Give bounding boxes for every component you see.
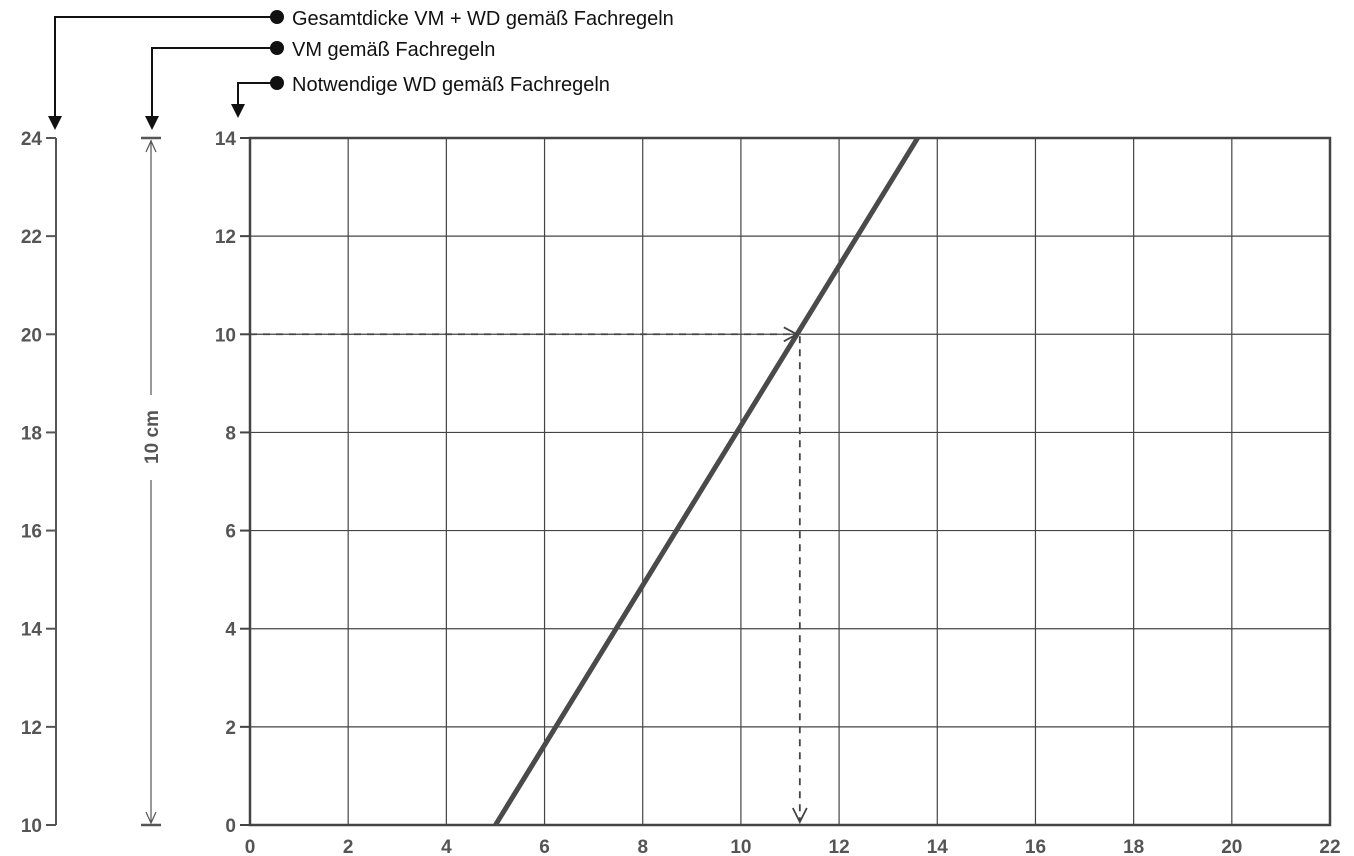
total-tick-label: 24 (21, 129, 43, 150)
x-tick-label: 20 (1221, 837, 1242, 856)
legend-label-vm: VM gemäß Fachregeln (292, 39, 495, 61)
x-tick-label: 4 (441, 837, 452, 856)
example-layer (250, 326, 808, 825)
x-tick-label: 0 (245, 837, 256, 856)
legend-connector-total (54, 16, 277, 118)
y-tick-label: 8 (225, 423, 236, 444)
vm-label: 10 cm (142, 410, 163, 464)
legend-dot-total (270, 10, 284, 24)
grid (250, 138, 1330, 825)
x-tick-label: 12 (829, 837, 850, 856)
total-tick-label: 18 (21, 423, 42, 444)
total-tick-label: 22 (21, 227, 42, 248)
x-axis-ticks: 0 2 4 6 8 10 12 14 16 18 20 22 (245, 837, 1341, 856)
total-tick-label: 20 (21, 325, 42, 346)
arrow-down-icon (145, 116, 159, 130)
x-tick-label: 22 (1319, 837, 1340, 856)
y-tick-label: 4 (225, 620, 236, 641)
legend-dot-vm (270, 41, 284, 55)
legend-label-wd: Notwendige WD gemäß Fachregeln (292, 74, 610, 96)
arrow-down-icon (145, 811, 157, 825)
total-axis-ticks: 10 12 14 16 18 20 22 24 (21, 129, 56, 837)
legend-connector-wd (237, 82, 277, 106)
x-tick-label: 14 (927, 837, 949, 856)
arrow-down-icon (792, 807, 808, 825)
plot-area: 0 2 4 6 8 10 12 14 0 2 4 6 8 10 12 14 16 18 20 22 (215, 129, 1341, 856)
total-tick-label: 16 (21, 522, 42, 543)
total-thickness-axis: 10 12 14 16 18 20 22 24 (21, 129, 57, 837)
arrow-up-icon (145, 139, 157, 153)
arrow-right-icon (783, 326, 799, 343)
y-tick-label: 10 (215, 325, 236, 346)
total-tick-label: 10 (21, 816, 42, 837)
x-tick-label: 2 (343, 837, 354, 856)
y-tick-label: 14 (215, 129, 237, 150)
y-axis-ticks: 0 2 4 6 8 10 12 14 (215, 129, 250, 837)
x-tick-label: 6 (539, 837, 550, 856)
legend-label-total: Gesamtdicke VM + WD gemäß Fachregeln (292, 8, 674, 30)
vm-dimension: 10 cm (141, 136, 163, 827)
total-tick-label: 12 (21, 718, 42, 739)
total-tick-label: 14 (21, 620, 43, 641)
x-tick-label: 8 (637, 837, 648, 856)
series-layer (493, 136, 920, 827)
x-tick-label: 10 (730, 837, 751, 856)
legend-dot-wd (270, 76, 284, 90)
y-tick-label: 6 (225, 522, 236, 543)
y-tick-label: 2 (225, 718, 236, 739)
legend: Gesamtdicke VM + WD gemäß Fachregeln VM … (48, 8, 674, 130)
y-tick-label: 12 (215, 227, 236, 248)
y-tick-label: 0 (225, 816, 236, 837)
arrow-down-icon (231, 104, 245, 118)
arrow-down-icon (48, 116, 62, 130)
series-line (493, 136, 920, 827)
plot-frame (248, 136, 1332, 827)
legend-connector-vm (151, 47, 277, 118)
x-tick-label: 18 (1123, 837, 1144, 856)
x-tick-label: 16 (1025, 837, 1046, 856)
